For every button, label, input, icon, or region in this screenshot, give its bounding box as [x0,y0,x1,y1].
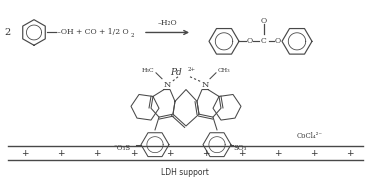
Text: Pd: Pd [170,68,182,77]
Text: N: N [163,81,171,89]
Text: N: N [201,81,209,89]
Text: SO₃: SO₃ [233,144,246,152]
Text: +: + [202,149,209,158]
Text: –H₂O: –H₂O [158,19,177,27]
Text: O: O [275,37,281,45]
Text: O: O [247,37,253,45]
Text: H₃C: H₃C [142,68,154,73]
Text: –OH + CO + 1/2 O: –OH + CO + 1/2 O [57,28,129,37]
Text: +: + [93,149,101,158]
Text: +: + [58,149,65,158]
Text: +: + [274,149,282,158]
Text: +: + [166,149,173,158]
Text: +: + [346,149,354,158]
Text: +: + [129,149,137,158]
Text: 2: 2 [5,28,11,37]
Text: +: + [310,149,318,158]
Text: 2: 2 [131,33,135,38]
Text: +: + [238,149,246,158]
Text: +: + [21,149,29,158]
Text: 2+: 2+ [188,67,196,72]
Text: CoCl₄²⁻: CoCl₄²⁻ [297,132,323,140]
Text: CH₃: CH₃ [218,68,230,73]
Text: ⁻O₃S: ⁻O₃S [114,144,131,152]
Text: LDH support: LDH support [161,168,209,177]
Text: O: O [261,17,267,25]
Text: C: C [261,37,267,45]
